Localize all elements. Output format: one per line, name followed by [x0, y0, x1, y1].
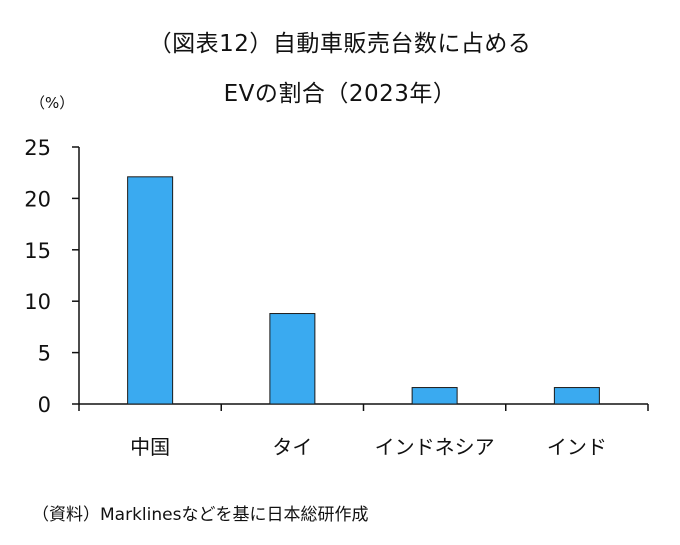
y-tick-label: 20	[24, 187, 51, 211]
bar	[411, 387, 458, 405]
chart-title: （図表12）自動車販売台数に占める	[148, 31, 532, 57]
bar	[269, 313, 316, 405]
x-category-label: 中国	[130, 435, 170, 459]
x-axis: 中国 タイ インドネシア インド	[78, 403, 649, 459]
y-tick-label: 10	[24, 290, 51, 314]
x-category-label: インド	[547, 435, 607, 459]
chart-subtitle: EVの割合（2023年）	[223, 81, 457, 107]
bar-series	[127, 176, 600, 405]
bar	[127, 176, 174, 405]
x-category-label: タイ	[272, 435, 312, 459]
y-axis-unit-label: （%）	[30, 94, 75, 112]
bar	[553, 387, 600, 405]
source-note: （資料）Marklinesなどを基に日本総研作成	[32, 505, 369, 525]
y-axis: 0 5 10 15 20 25	[24, 136, 80, 417]
x-category-label: インドネシア	[375, 435, 495, 459]
y-tick-label: 25	[24, 136, 51, 160]
y-tick-label: 5	[38, 342, 51, 366]
y-tick-label: 0	[38, 393, 51, 417]
y-tick-label: 15	[24, 239, 51, 263]
